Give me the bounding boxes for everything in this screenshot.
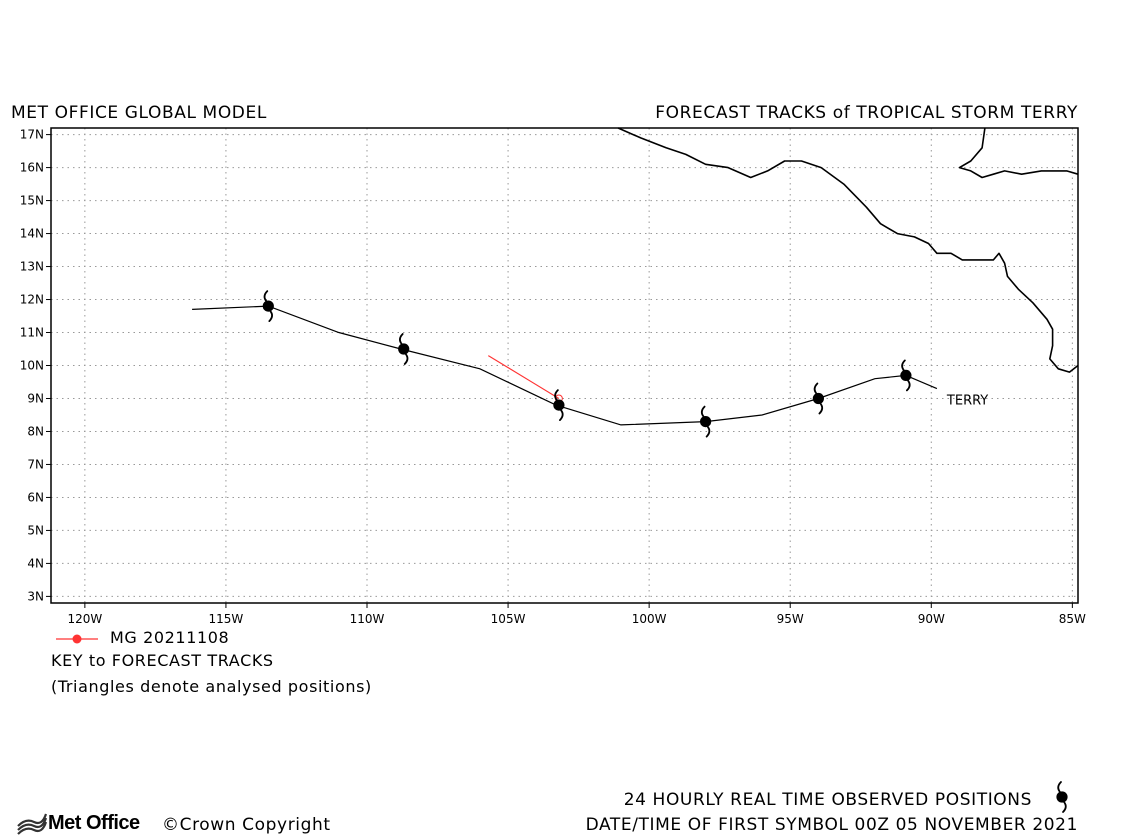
key-title: KEY to FORECAST TRACKS bbox=[51, 651, 274, 670]
coastline-segment bbox=[617, 127, 1079, 373]
lat-tick-label: 10N bbox=[20, 359, 44, 373]
met-office-logo: Met Office bbox=[18, 812, 140, 835]
met-office-waves-icon bbox=[17, 813, 48, 835]
lat-tick-label: 3N bbox=[27, 589, 44, 603]
axis-ticks: 120W 115W 110W 105W 100W 95W 90W 85W 3N 4N 5N 6N 7N 8… bbox=[20, 128, 1086, 626]
map-frame bbox=[50, 127, 1079, 604]
lat-tick-label: 11N bbox=[20, 326, 44, 340]
forecast-title: FORECAST TRACKS of TROPICAL STORM TERRY bbox=[655, 103, 1078, 123]
model-title: MET OFFICE GLOBAL MODEL bbox=[11, 103, 267, 123]
storm-tracks: TERRY bbox=[192, 290, 988, 438]
copyright-text: ©Crown Copyright bbox=[162, 815, 331, 835]
forecast-track-line bbox=[488, 355, 560, 399]
first-symbol-datetime: DATE/TIME OF FIRST SYMBOL 00Z 05 NOVEMBE… bbox=[585, 815, 1078, 835]
logo-text: Met Office bbox=[48, 812, 140, 834]
key-forecast-marker bbox=[56, 634, 98, 644]
lon-tick-label: 115W bbox=[209, 612, 244, 626]
lon-tick-label: 120W bbox=[67, 612, 102, 626]
lon-tick-label: 95W bbox=[777, 612, 804, 626]
lat-tick-label: 16N bbox=[20, 161, 44, 175]
observed-positions-note: 24 HOURLY REAL TIME OBSERVED POSITIONS bbox=[623, 790, 1032, 810]
lat-tick-label: 9N bbox=[27, 391, 44, 405]
lon-tick-label: 85W bbox=[1059, 612, 1086, 626]
lat-tick-label: 7N bbox=[27, 457, 44, 471]
lat-tick-label: 15N bbox=[20, 194, 44, 208]
observed-symbol-legend-icon bbox=[1055, 781, 1069, 813]
lat-tick-label: 17N bbox=[20, 128, 44, 142]
storm-name-label: TERRY bbox=[946, 394, 988, 409]
lon-tick-label: 110W bbox=[350, 612, 385, 626]
lon-tick-label: 105W bbox=[491, 612, 526, 626]
coastline-segment bbox=[958, 127, 1079, 179]
tropical-storm-icon bbox=[811, 382, 825, 415]
key-note: (Triangles denote analysed positions) bbox=[51, 677, 372, 696]
tropical-storm-icon bbox=[899, 359, 913, 392]
observed-track-line bbox=[192, 305, 938, 426]
lat-tick-label: 13N bbox=[20, 260, 44, 274]
tropical-storm-icon bbox=[397, 333, 411, 365]
lat-tick-label: 6N bbox=[27, 490, 44, 504]
lat-tick-label: 8N bbox=[27, 424, 44, 438]
coastline bbox=[617, 127, 1079, 373]
tropical-storm-icon bbox=[699, 405, 713, 438]
tropical-storm-icon bbox=[261, 290, 275, 323]
lat-tick-label: 5N bbox=[27, 523, 44, 537]
lat-tick-label: 14N bbox=[20, 227, 44, 241]
lon-tick-label: 100W bbox=[632, 612, 667, 626]
lon-tick-label: 90W bbox=[918, 612, 945, 626]
lat-tick-label: 4N bbox=[27, 556, 44, 570]
key-entry-label: MG 20211108 bbox=[110, 628, 230, 647]
lat-lon-grid bbox=[51, 128, 1078, 603]
lat-tick-label: 12N bbox=[20, 293, 44, 307]
